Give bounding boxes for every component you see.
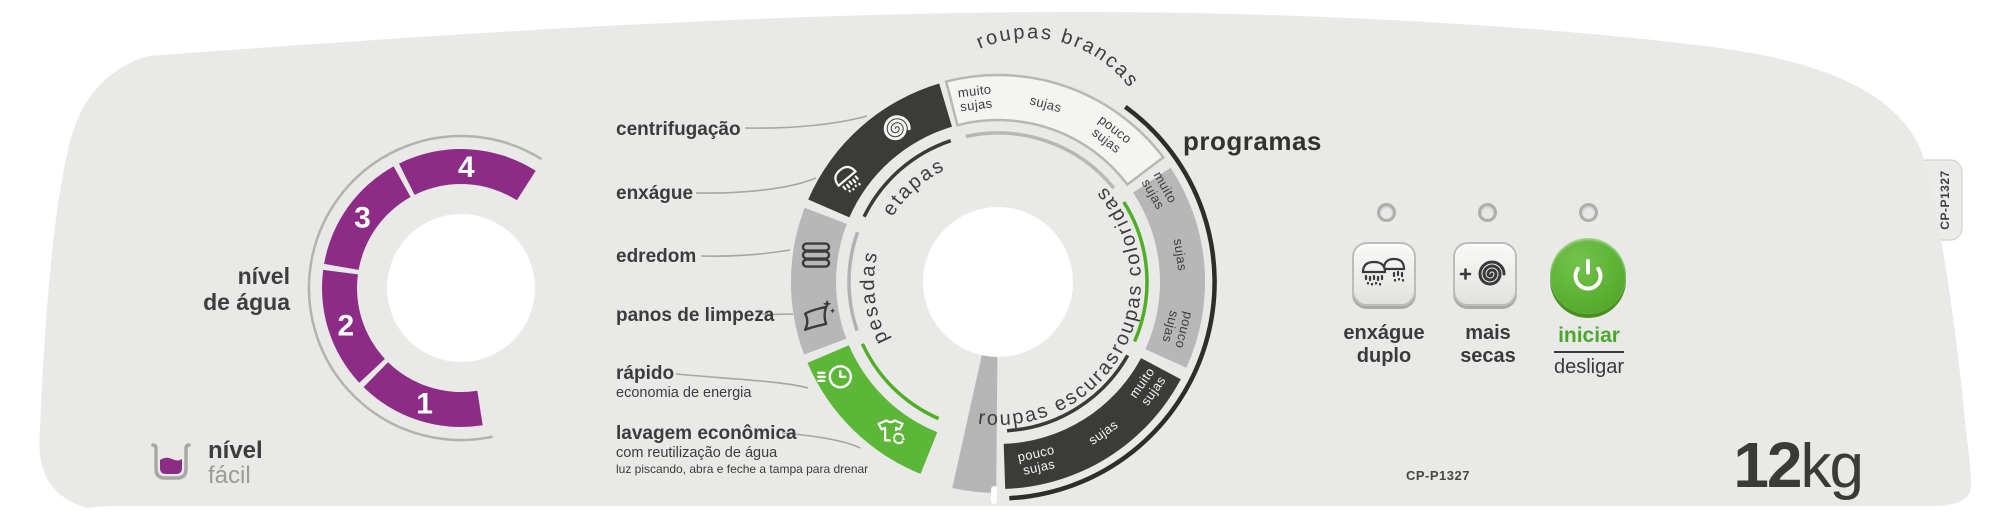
extra-spin-button[interactable] [1453, 242, 1517, 306]
double-rinse-button[interactable] [1352, 242, 1416, 306]
segment-etapas [808, 83, 952, 218]
svg-text:muito: muito [957, 81, 992, 100]
water-level-segment-3 [324, 166, 411, 270]
water-level-segment-1 [363, 362, 483, 427]
escuras-pouco-sujas: pouco sujas [1016, 442, 1057, 478]
double-rinse-label: enxágue duplo [1343, 322, 1425, 367]
model-number: CP-P1327 [1406, 468, 1470, 483]
capacity-badge: 12kg [1733, 429, 1864, 501]
water-level-3: 3 [354, 202, 371, 235]
water-level-segment-4 [399, 149, 536, 201]
start-label: iniciar [1554, 324, 1624, 354]
water-level-4: 4 [458, 151, 475, 184]
segment-roupas-coloridas [1133, 167, 1206, 368]
svg-text:sujas: sujas [1171, 238, 1191, 272]
etapas-accent-arc [862, 139, 952, 218]
water-cup-icon [151, 443, 191, 480]
cycle-edredom: edredom [616, 246, 697, 267]
water-knob-hole[interactable] [387, 214, 535, 362]
water-level-2: 2 [338, 309, 355, 342]
programas-title: programas [1183, 126, 1322, 156]
rinse-led [1377, 203, 1396, 222]
coloridas-accent-arc [1122, 200, 1149, 343]
power-led [1579, 203, 1598, 222]
coloridas-sujas: sujas [1171, 238, 1191, 272]
cycle-centrifugacao: centrifugação [616, 119, 741, 140]
cycle-panos-de-limpeza: panos de limpeza [616, 305, 775, 326]
cycle-rapido: rápido economia de energia [616, 363, 752, 401]
pesadas-accent-arc [847, 231, 860, 332]
cycle-enxague: enxágue [616, 183, 694, 204]
segment-roupas-escuras [1003, 358, 1181, 489]
water-level-1: 1 [416, 387, 433, 420]
pointer-tick [990, 486, 998, 504]
brancas-muito-sujas: muito sujas [957, 81, 993, 114]
logo-line2: fácil [208, 461, 251, 489]
programas-arc [1009, 104, 1217, 501]
off-label: desligar [1553, 356, 1625, 379]
double-shower-icon [1361, 257, 1406, 286]
water-dial-outer-arc [307, 134, 543, 442]
plus-spin-icon [1459, 260, 1506, 286]
economica-accent-arc [860, 343, 940, 421]
water-level-segment-2 [322, 269, 385, 383]
program-knob-hole[interactable] [923, 207, 1073, 357]
spin-led [1478, 203, 1497, 222]
svg-text:sujas: sujas [1022, 456, 1057, 478]
cleaning-cloth-icon [803, 299, 836, 331]
dial-pointer-wedge [952, 354, 998, 493]
svg-text:sujas: sujas [959, 95, 993, 114]
water-level-dial: 1 2 3 4 [307, 134, 543, 442]
duvet-icon [801, 242, 831, 268]
logo-line1: nível [208, 436, 263, 464]
segment-roupas-brancas [944, 73, 1166, 187]
rinse-icon [834, 165, 861, 193]
power-icon [1573, 259, 1603, 291]
water-level-label: nível de água [203, 263, 290, 316]
model-tab-text: CP-P1327 [1938, 170, 1952, 229]
start-power-button[interactable] [1550, 238, 1626, 314]
leader-lines [675, 115, 868, 449]
extra-spin-label: mais secas [1460, 322, 1516, 367]
quick-clock-icon [817, 365, 852, 389]
brancas-accent-arc [965, 131, 1116, 190]
power-label: iniciar desligar [1529, 324, 1649, 379]
cycle-lavagem-economica: lavagem econômica com reutilização de ág… [616, 423, 869, 477]
eco-wash-shirt-icon [877, 419, 907, 447]
nivel-facil-logo: nível fácil [146, 438, 263, 488]
escuras-accent-arc [1006, 354, 1130, 433]
